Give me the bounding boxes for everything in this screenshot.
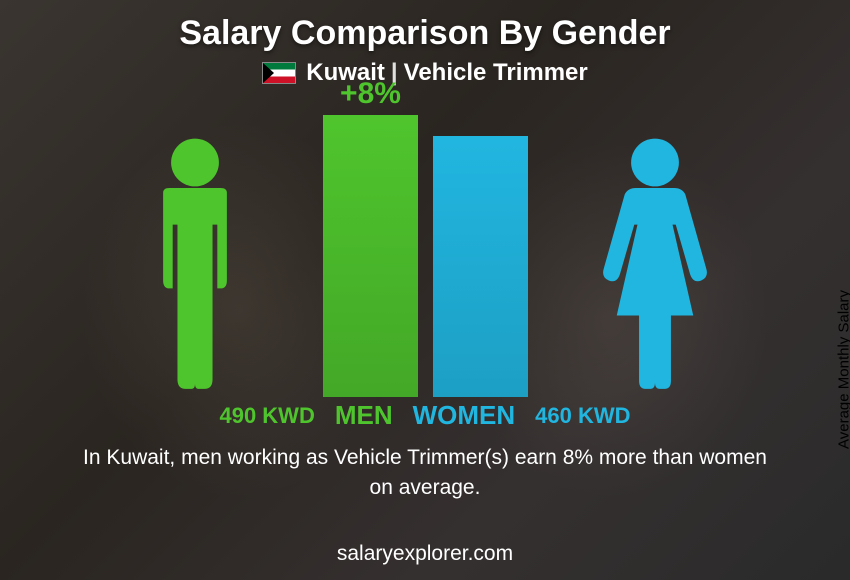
infographic-content: Salary Comparison By Gender Kuwait | Veh… [0,0,850,580]
female-bar [433,136,528,397]
male-person-icon [105,137,285,397]
male-gender-label: MEN [335,400,393,431]
subtitle-row: Kuwait | Vehicle Trimmer [0,59,850,87]
female-person-icon [565,137,745,397]
chart-bottom-labels: 490 KWD MEN WOMEN 460 KWD [105,400,745,431]
description-text: In Kuwait, men working as Vehicle Trimme… [0,437,850,504]
female-salary-value: 460 KWD [535,403,630,429]
male-bar [323,115,418,397]
chart-area: +8% 490 KWD MEN WOMEN 460 KWD [105,97,745,437]
footer-source: salaryexplorer.com [0,542,850,566]
kuwait-flag-icon [262,62,296,84]
page-title: Salary Comparison By Gender [0,0,850,53]
y-axis-label: Average Monthly Salary [836,290,850,449]
job-label: Vehicle Trimmer [404,59,588,87]
female-gender-label: WOMEN [413,400,516,431]
male-salary-value: 490 KWD [219,403,314,429]
percent-difference-label: +8% [323,77,418,111]
